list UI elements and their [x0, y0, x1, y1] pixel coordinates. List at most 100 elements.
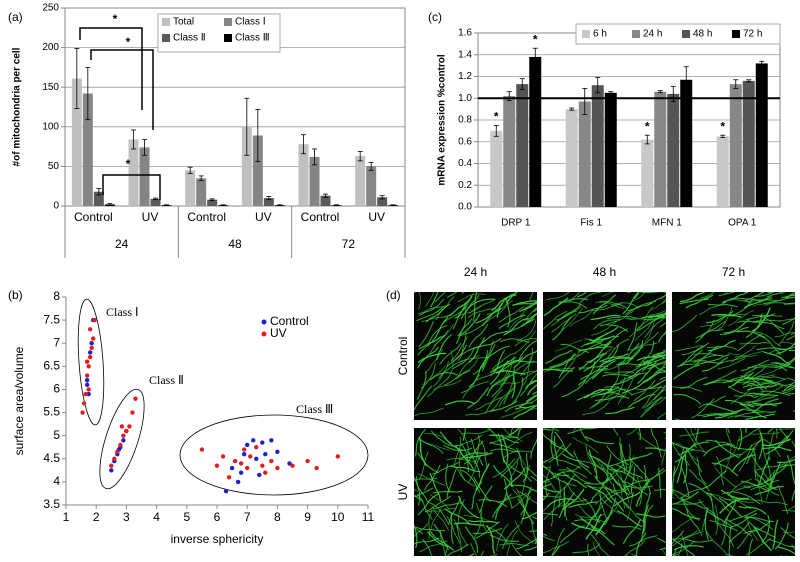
error-bar: [569, 107, 575, 111]
fiber: [529, 530, 537, 532]
fiber: [648, 379, 666, 390]
fiber: [627, 292, 658, 294]
data-point: [254, 445, 259, 450]
fiber: [702, 470, 727, 490]
fiber: [562, 453, 590, 469]
bar: [667, 93, 680, 207]
bar: [490, 130, 503, 207]
fiber: [613, 491, 641, 507]
fiber: [468, 324, 489, 348]
fiber: [450, 513, 454, 544]
fiber: [719, 326, 749, 336]
y-axis-label: #of mitochondria per cell: [12, 47, 23, 166]
error-bar: [595, 77, 601, 94]
fiber: [622, 519, 642, 544]
fiber: [672, 488, 689, 506]
fiber: [491, 494, 512, 518]
y-tick-label: 1.6: [458, 28, 472, 39]
fiber: [543, 498, 566, 521]
fiber: [718, 408, 748, 417]
significance-marker: *: [494, 110, 499, 124]
fiber: [727, 371, 754, 388]
fiber: [770, 362, 795, 369]
fiber: [672, 491, 699, 505]
fiber: [606, 311, 634, 325]
fiber: [711, 313, 742, 318]
x-tick-label: DRP 1: [501, 218, 531, 229]
error-bar: [164, 204, 169, 207]
fiber: [577, 292, 588, 298]
fiber: [467, 308, 497, 319]
fiber: [438, 360, 463, 379]
data-point: [235, 479, 241, 485]
bar: [604, 92, 617, 207]
fiber: [479, 485, 493, 513]
fiber: [782, 317, 795, 326]
fiber: [743, 377, 774, 382]
fiber: [568, 292, 581, 302]
micrograph-fibers: [672, 428, 795, 556]
fiber: [578, 304, 608, 314]
y-tick-label: 1.4: [458, 49, 472, 60]
fiber: [592, 456, 619, 473]
data-point: [89, 345, 94, 351]
legend-label: 72 h: [743, 29, 762, 40]
fiber: [574, 514, 605, 518]
x-tick-label: UV: [255, 210, 272, 224]
fiber: [500, 455, 522, 478]
fiber: [757, 474, 763, 505]
fiber: [458, 495, 479, 519]
fiber: [688, 482, 714, 501]
fiber: [647, 360, 666, 370]
x-tick-label: 6: [214, 510, 221, 524]
fiber: [723, 319, 751, 334]
fiber: [638, 340, 655, 367]
fiber: [606, 315, 637, 320]
data-point: [305, 458, 310, 464]
fiber: [517, 428, 523, 437]
fiber: [588, 449, 598, 479]
fiber: [510, 488, 534, 509]
x-tick-label: 1: [63, 510, 70, 524]
fiber: [573, 450, 592, 475]
error-bar: [720, 134, 726, 138]
fiber: [426, 507, 457, 513]
error-bar: [368, 162, 374, 171]
fiber: [585, 444, 596, 473]
legend-label: 6 h: [593, 29, 607, 40]
fiber: [730, 297, 755, 317]
error-bar: [644, 134, 650, 145]
fiber: [544, 367, 575, 373]
error-bar: [131, 129, 136, 150]
fiber: [416, 476, 421, 506]
fiber: [736, 527, 758, 550]
fiber: [414, 494, 424, 502]
fiber: [609, 363, 620, 392]
fiber: [717, 357, 746, 370]
fiber: [730, 512, 758, 528]
fiber: [737, 428, 743, 451]
fiber: [481, 330, 508, 345]
legend: 6 h 24 h 48 h 72 h: [575, 23, 781, 45]
fiber: [754, 367, 784, 379]
fiber: [414, 385, 433, 411]
fiber: [589, 454, 615, 473]
fiber: [433, 523, 450, 551]
data-point: [121, 438, 126, 443]
fiber: [625, 317, 656, 321]
fiber: [474, 521, 501, 540]
fiber: [680, 292, 706, 303]
fiber: [483, 345, 510, 362]
micrograph-fibers: [672, 292, 795, 420]
error-bar: [85, 67, 91, 121]
fiber: [705, 403, 735, 413]
fiber: [417, 473, 446, 486]
data-point: [223, 488, 229, 494]
fiber: [661, 298, 666, 304]
fiber: [579, 428, 589, 442]
fiber: [774, 332, 795, 338]
fiber: [525, 394, 537, 402]
fiber: [517, 490, 537, 504]
fiber: [472, 350, 489, 376]
